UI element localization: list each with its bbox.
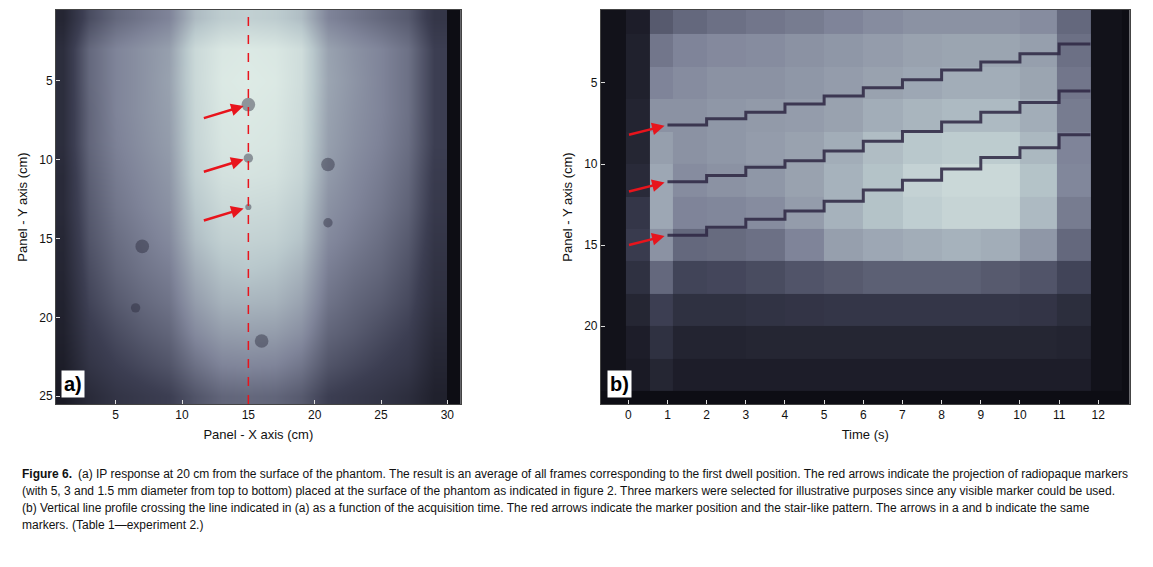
svg-text:6: 6 <box>860 408 867 422</box>
svg-text:2: 2 <box>703 408 710 422</box>
svg-text:12: 12 <box>1092 408 1106 422</box>
html-text:(a) IP response at 20 cm from: (a) IP response at 20 cm from the surfac… <box>22 467 1128 532</box>
svg-text:3: 3 <box>742 408 749 422</box>
svg-text:10: 10 <box>1013 408 1027 422</box>
svg-text:4: 4 <box>782 408 789 422</box>
svg-text:10: 10 <box>175 408 189 422</box>
html-text:Figure 6.: Figure 6. <box>22 467 72 481</box>
svg-text:0: 0 <box>625 408 632 422</box>
svg-text:b): b) <box>610 373 629 395</box>
svg-text:Panel - Y axis (cm): Panel - Y axis (cm) <box>560 152 575 261</box>
svg-text:5: 5 <box>46 74 53 88</box>
svg-text:Panel - X axis (cm): Panel - X axis (cm) <box>203 427 313 442</box>
svg-text:1: 1 <box>664 408 671 422</box>
svg-text:5: 5 <box>591 76 598 90</box>
svg-text:15: 15 <box>39 232 53 246</box>
svg-text:20: 20 <box>308 408 322 422</box>
svg-text:5: 5 <box>821 408 828 422</box>
svg-text:15: 15 <box>242 408 256 422</box>
svg-text:25: 25 <box>39 389 53 403</box>
svg-text:20: 20 <box>584 319 598 333</box>
svg-text:a): a) <box>64 373 82 395</box>
svg-text:20: 20 <box>39 311 53 325</box>
svg-text:Panel - Y axis (cm): Panel - Y axis (cm) <box>15 152 30 261</box>
svg-text:30: 30 <box>441 408 455 422</box>
svg-text:8: 8 <box>938 408 945 422</box>
svg-text:7: 7 <box>899 408 906 422</box>
svg-text:9: 9 <box>977 408 984 422</box>
svg-text:10: 10 <box>39 153 53 167</box>
svg-text:5: 5 <box>112 408 119 422</box>
svg-text:10: 10 <box>584 157 598 171</box>
svg-text:Time (s): Time (s) <box>842 427 889 442</box>
svg-text:15: 15 <box>584 238 598 252</box>
svg-text:25: 25 <box>374 408 388 422</box>
svg-text:11: 11 <box>1053 408 1066 422</box>
